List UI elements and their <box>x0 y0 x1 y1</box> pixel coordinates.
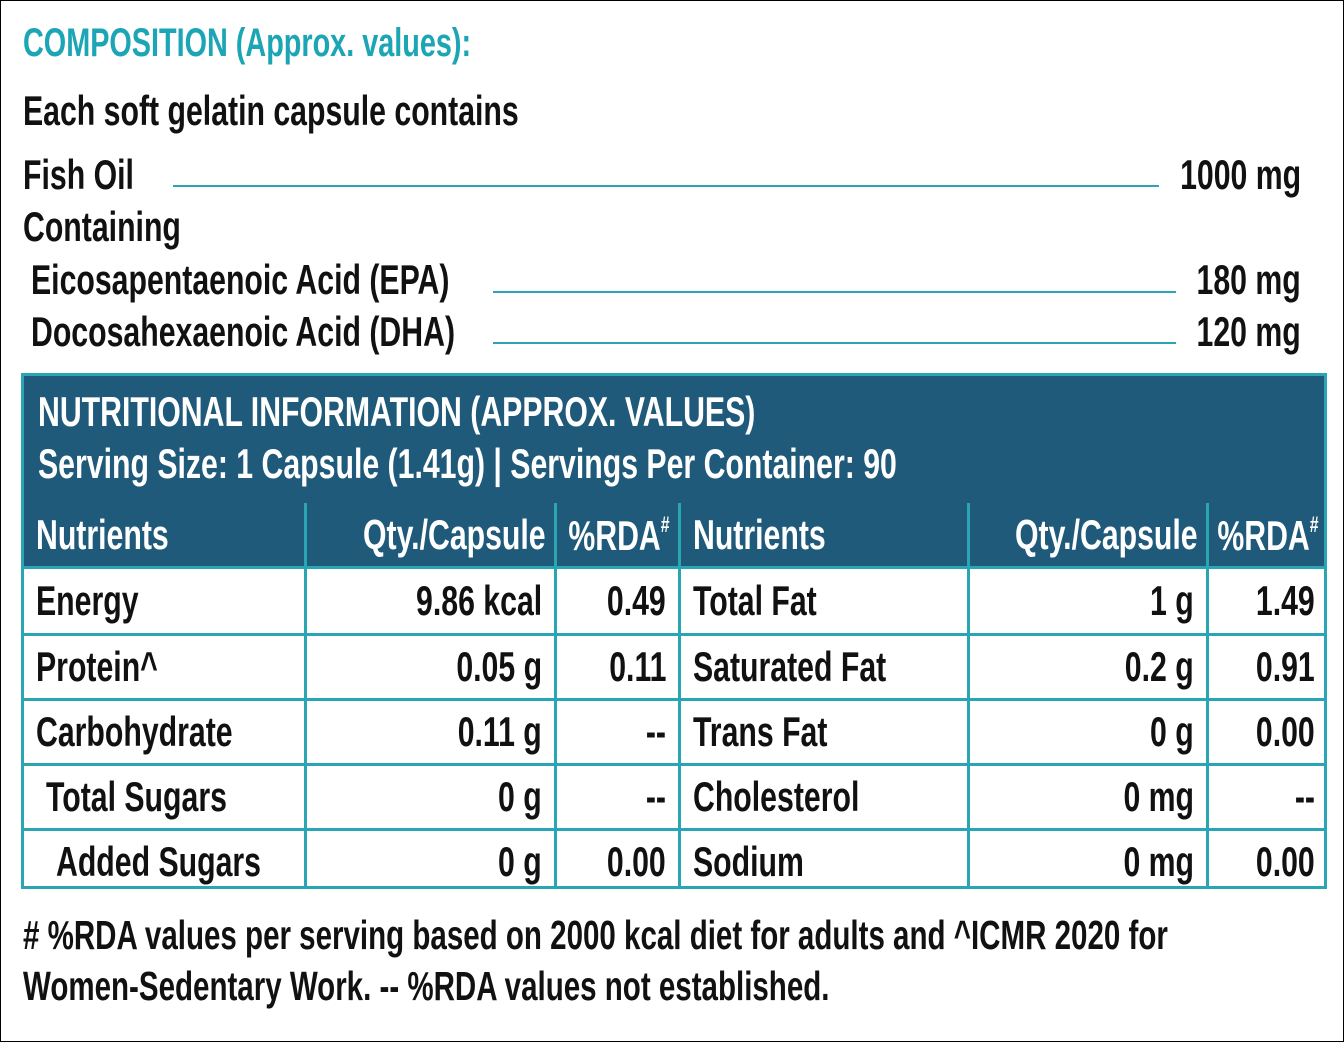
cell-text: 0.11 g <box>457 708 542 755</box>
column-header: Nutrients <box>24 503 307 569</box>
table-cell: 0.00 <box>557 831 681 886</box>
table-cell: Total Sugars <box>24 766 307 831</box>
cell-text: 0.2 g <box>1125 643 1194 690</box>
table-cell: Trans Fat <box>681 701 970 766</box>
table-cell: 0.11 <box>557 636 681 701</box>
cell-text: 9.86 kcal <box>415 577 542 624</box>
item-amount: 180 mg <box>1196 256 1301 303</box>
cell-text: Trans Fat <box>693 708 828 755</box>
header-sup: # <box>661 511 670 537</box>
cell-text: 1 g <box>1150 577 1194 624</box>
column-header-text: Qty./Capsule <box>363 510 546 558</box>
table-cell: 1 g <box>970 569 1209 636</box>
table-cell: 0.11 g <box>307 701 557 766</box>
table-cell: -- <box>557 701 681 766</box>
composition-title: COMPOSITION (Approx. values): <box>23 21 472 65</box>
cell-text: -- <box>1294 773 1315 820</box>
cell-text: Energy <box>36 577 139 624</box>
header-label: Qty./Capsule <box>1015 510 1198 558</box>
item-name: Fish Oil <box>23 151 134 198</box>
column-header-text: Nutrients <box>36 510 169 558</box>
cell-text: 0 mg <box>1123 773 1194 820</box>
column-header: %RDA# <box>557 503 681 569</box>
cell-text: Added Sugars <box>56 838 261 885</box>
table-cell: 0.00 <box>1209 701 1324 766</box>
leader-line <box>173 185 1159 187</box>
table-cell: Total Fat <box>681 569 970 636</box>
cell-text: 0.91 <box>1256 643 1315 690</box>
intro: Each soft gelatin capsule contains <box>23 87 519 134</box>
header-label: Qty./Capsule <box>363 510 546 558</box>
table-cell: 0 g <box>970 701 1209 766</box>
table-cell: 1.49 <box>1209 569 1324 636</box>
table-cell: 0 mg <box>970 766 1209 831</box>
cell-text: Protein^ <box>36 643 158 690</box>
cell-text: 1.49 <box>1256 577 1315 624</box>
table-cell: Sodium <box>681 831 970 886</box>
cell-text: Sodium <box>693 838 804 885</box>
cell-text: 0.05 g <box>456 643 542 690</box>
leader-line <box>493 291 1176 293</box>
leader-line <box>493 342 1176 344</box>
table-header: NUTRITIONAL INFORMATION (APPROX. VALUES)… <box>24 376 1324 503</box>
cell-text: 0 g <box>1150 708 1194 755</box>
header-label: Nutrients <box>36 510 169 558</box>
table-cell: 0.05 g <box>307 636 557 701</box>
cell-text: 0 g <box>498 838 542 885</box>
table-cell: Energy <box>24 569 307 636</box>
table-cell: -- <box>557 766 681 831</box>
column-header-text: %RDA# <box>568 511 670 559</box>
cell-text: Cholesterol <box>693 773 860 820</box>
table-cell: 0.49 <box>557 569 681 636</box>
cell-text: 0.00 <box>1256 708 1315 755</box>
cell-text: Total Fat <box>693 577 817 624</box>
cell-text: 0.00 <box>607 838 666 885</box>
footnote-line: # %RDA values per serving based on 2000 … <box>23 912 1168 958</box>
cell-text: Carbohydrate <box>36 708 233 755</box>
table-cell: Carbohydrate <box>24 701 307 766</box>
cell-text: Saturated Fat <box>693 643 887 690</box>
table-cell: Protein^ <box>24 636 307 701</box>
nutrition-table: NUTRITIONAL INFORMATION (APPROX. VALUES)… <box>21 373 1327 889</box>
table-cell: 0.91 <box>1209 636 1324 701</box>
table-cell: 0.00 <box>1209 831 1324 886</box>
column-header: Qty./Capsule <box>307 503 557 569</box>
table-cell: 0 g <box>307 831 557 886</box>
table-title: NUTRITIONAL INFORMATION (APPROX. VALUES) <box>38 388 756 435</box>
serving-info: Serving Size: 1 Capsule (1.41g) | Servin… <box>38 440 897 487</box>
cell-text: -- <box>645 773 666 820</box>
table-cell: 0 mg <box>970 831 1209 886</box>
header-sup: # <box>1310 511 1319 537</box>
cell-text: -- <box>645 708 666 755</box>
column-header-text: Qty./Capsule <box>1015 510 1198 558</box>
column-header: Qty./Capsule <box>970 503 1209 569</box>
containing: Containing <box>23 203 181 250</box>
table-cell: 0.2 g <box>970 636 1209 701</box>
table-cell: Saturated Fat <box>681 636 970 701</box>
table-cell: Cholesterol <box>681 766 970 831</box>
column-header: %RDA# <box>1209 503 1324 569</box>
table-cell: 9.86 kcal <box>307 569 557 636</box>
column-header-text: %RDA# <box>1217 511 1319 559</box>
footnote-line: Women-Sedentary Work. -- %RDA values not… <box>23 963 830 1009</box>
header-label: %RDA <box>568 511 662 559</box>
item-amount: 120 mg <box>1196 308 1301 355</box>
table-cell: Added Sugars <box>24 831 307 886</box>
cell-text: 0.00 <box>1256 838 1315 885</box>
header-label: %RDA <box>1217 511 1311 559</box>
item-name: Eicosapentaenoic Acid (EPA) <box>31 256 450 303</box>
column-header: Nutrients <box>681 503 970 569</box>
item-amount: 1000 mg <box>1179 151 1301 198</box>
table-cell: -- <box>1209 766 1324 831</box>
cell-text: 0.11 <box>608 643 666 690</box>
header-label: Nutrients <box>693 510 826 558</box>
cell-text: 0.49 <box>607 577 666 624</box>
cell-text: 0 g <box>498 773 542 820</box>
cell-text: 0 mg <box>1123 838 1194 885</box>
table-cell: 0 g <box>307 766 557 831</box>
column-header-text: Nutrients <box>693 510 826 558</box>
cell-text: Total Sugars <box>46 773 227 820</box>
item-name: Docosahexaenoic Acid (DHA) <box>31 308 456 355</box>
